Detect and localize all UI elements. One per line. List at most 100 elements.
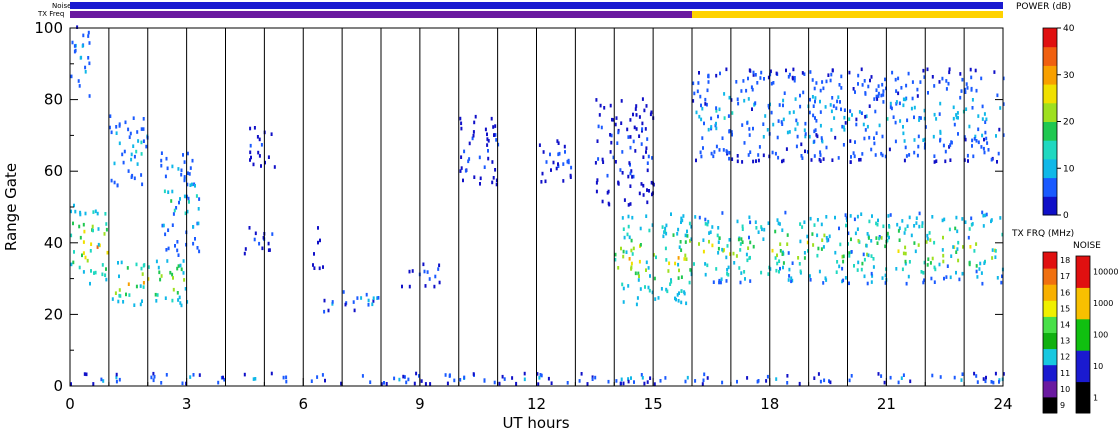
echo-cell — [101, 272, 104, 277]
echo-cell — [684, 240, 687, 244]
echo-cell — [471, 136, 474, 141]
echo-cell — [866, 252, 869, 257]
echo-cell — [459, 169, 462, 173]
echo-cell — [139, 284, 142, 288]
echo-cell — [342, 290, 345, 294]
echo-cell — [371, 302, 374, 307]
echo-cell — [180, 303, 183, 308]
echo-cell — [867, 84, 870, 89]
echo-cell — [623, 198, 626, 202]
echo-cell — [822, 86, 825, 91]
echo-cell — [82, 270, 85, 274]
echo-cell — [80, 55, 83, 60]
echo-cell — [73, 250, 75, 254]
echo-cell — [819, 123, 822, 128]
echo-cell — [894, 77, 897, 82]
echo-cell — [900, 86, 903, 90]
echo-cell — [646, 380, 649, 384]
echo-cell — [716, 233, 719, 238]
echo-cell — [813, 139, 816, 144]
echo-cell — [961, 372, 964, 376]
echo-cell — [615, 379, 618, 383]
echo-cell — [949, 158, 952, 162]
echo-cell — [420, 379, 423, 383]
echo-cell — [88, 61, 91, 66]
echo-cell — [472, 372, 475, 376]
echo-cell — [916, 94, 919, 98]
echo-cell — [403, 375, 406, 379]
echo-cell — [702, 238, 705, 242]
echo-cell — [635, 104, 638, 108]
echo-cell — [771, 248, 774, 253]
echo-cell — [935, 117, 938, 121]
echo-cell — [819, 99, 821, 104]
echo-cell — [756, 81, 759, 85]
echo-cell — [849, 214, 852, 218]
echo-cell — [81, 253, 83, 258]
echo-cell — [996, 160, 998, 164]
echo-cell — [927, 91, 929, 95]
echo-cell — [920, 270, 923, 274]
echo-cell — [677, 276, 680, 280]
echo-cell — [183, 160, 186, 164]
echo-cell — [160, 274, 163, 278]
echo-cell — [973, 249, 976, 253]
echo-cell — [539, 373, 542, 377]
echo-cell — [141, 299, 143, 303]
echo-cell — [171, 223, 174, 227]
echo-cell — [164, 232, 167, 237]
echo-cell — [484, 127, 487, 132]
y-tick-label: 100 — [34, 19, 63, 37]
echo-cell — [939, 129, 942, 134]
echo-cell — [638, 134, 641, 138]
echo-cell — [819, 159, 822, 163]
echo-cell — [660, 287, 663, 291]
echo-cell — [898, 226, 901, 230]
echo-cell — [944, 159, 947, 164]
echo-cell — [736, 97, 739, 102]
echo-cell — [133, 303, 136, 307]
echo-cell — [804, 134, 807, 139]
echo-cell — [820, 222, 823, 227]
echo-cell — [775, 268, 778, 273]
echo-cell — [558, 151, 561, 156]
echo-cell — [809, 70, 812, 74]
echo-cell — [821, 139, 824, 144]
echo-cell — [906, 118, 909, 123]
echo-cell — [749, 279, 752, 283]
echo-cell — [650, 180, 653, 185]
echo-cell — [557, 164, 560, 168]
echo-cell — [74, 48, 77, 53]
echo-cell — [490, 116, 493, 121]
echo-cell — [689, 268, 692, 272]
echo-cell — [260, 143, 263, 147]
echo-cell — [657, 296, 660, 300]
echo-cell — [196, 246, 199, 250]
echo-cell — [141, 272, 144, 276]
echo-cell — [971, 98, 974, 102]
echo-cell — [955, 113, 958, 117]
echo-cell — [868, 104, 871, 108]
echo-cell — [453, 378, 456, 383]
echo-cell — [902, 125, 904, 129]
echo-cell — [705, 102, 708, 107]
echo-cell — [905, 281, 908, 286]
echo-cell — [92, 228, 94, 233]
echo-cell — [486, 132, 488, 137]
echo-cell — [917, 243, 920, 247]
echo-cell — [907, 71, 910, 76]
echo-cell — [675, 297, 677, 302]
echo-cell — [176, 266, 179, 271]
echo-cell — [866, 124, 869, 129]
echo-cell — [834, 250, 837, 255]
echo-cell — [799, 239, 802, 244]
echo-cell — [797, 256, 800, 260]
noise-colorbar-segment — [1076, 350, 1090, 383]
echo-cell — [82, 33, 85, 38]
noise-colorbar-segment — [1076, 256, 1090, 288]
echo-cell — [117, 261, 119, 265]
echo-cell — [889, 375, 892, 380]
echo-cell — [179, 197, 181, 201]
